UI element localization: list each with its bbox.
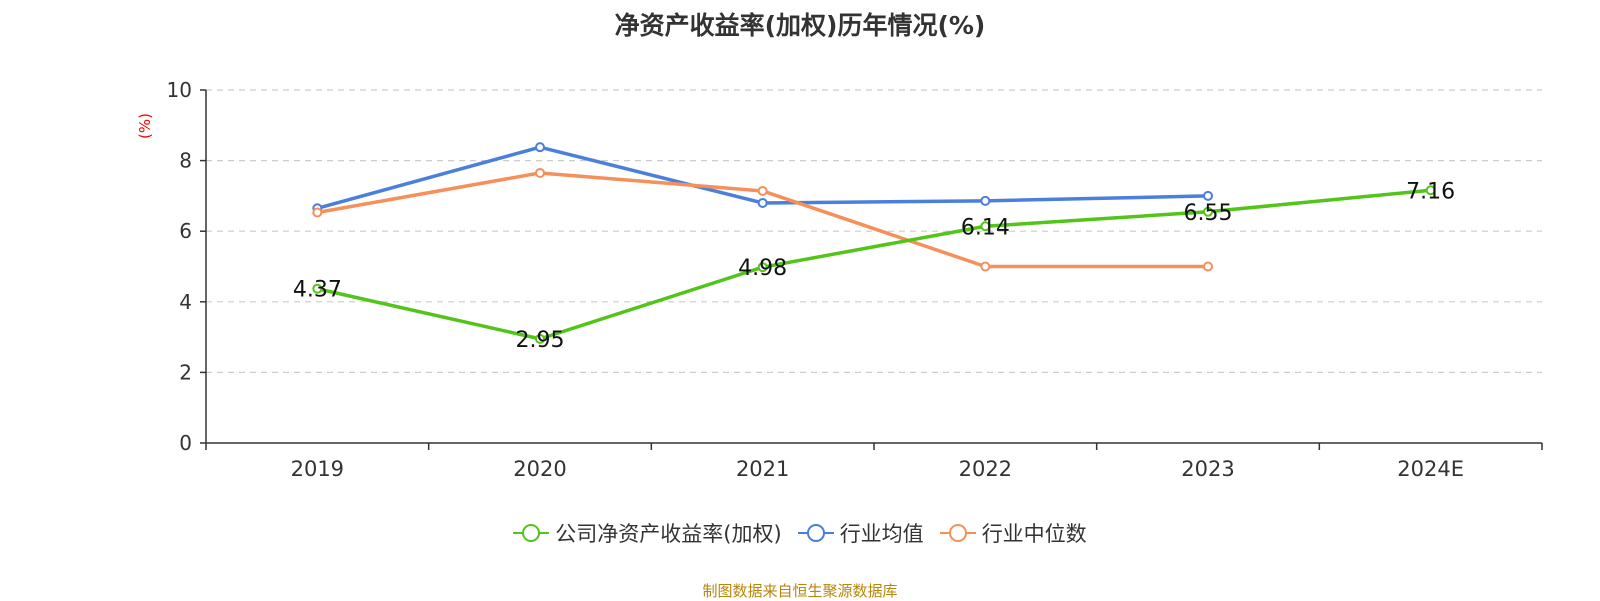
data-point-s2-2020 <box>535 167 545 178</box>
x-tick-label-2022: 2022 <box>959 457 1012 481</box>
data-label-2020: 2.95 <box>516 328 565 353</box>
y-tick-label-0: 0 <box>179 431 192 455</box>
data-point-s0-2020 <box>535 333 545 344</box>
data-source-note: 制图数据来自恒生聚源数据库 <box>702 582 898 600</box>
data-point-s0-2023 <box>1203 206 1213 217</box>
legend-item-company-roe[interactable]: 公司净资产收益率(加权) <box>513 518 782 548</box>
x-tick-label-2019: 2019 <box>291 457 344 481</box>
legend-label-industry-median: 行业中位数 <box>981 522 1087 546</box>
data-point-s1-2020 <box>535 142 545 153</box>
data-point-s0-2021 <box>757 262 768 273</box>
data-point-s1-2022 <box>980 195 991 206</box>
x-tick-label-2021: 2021 <box>736 457 789 481</box>
y-tick-label-2: 2 <box>179 360 192 384</box>
legend-marker-company-roe <box>513 524 550 542</box>
y-tick-label-6: 6 <box>179 219 192 243</box>
x-tick-label-2020: 2020 <box>513 457 566 481</box>
series-line-0 <box>316 188 1431 341</box>
legend: 公司净资产收益率(加权) 行业均值 行业中位数 <box>0 518 1600 548</box>
x-tick-label-2024E: 2024E <box>1397 457 1464 481</box>
x-tick-label-2023: 2023 <box>1181 457 1234 481</box>
legend-marker-industry-median <box>939 524 976 542</box>
data-label-2024E: 7.16 <box>1406 179 1455 204</box>
data-point-s2-2019 <box>312 207 323 218</box>
legend-item-industry-mean[interactable]: 行业均值 <box>797 518 924 548</box>
data-label-2022: 6.14 <box>961 215 1010 240</box>
data-point-s2-2021 <box>757 185 768 196</box>
data-point-s0-2024E <box>1425 185 1436 196</box>
chart-title: 净资产收益率(加权)历年情况(%) <box>614 11 986 40</box>
data-label-2021: 4.98 <box>738 256 787 281</box>
legend-marker-industry-mean <box>797 524 834 542</box>
data-point-s2-2023 <box>1203 261 1213 272</box>
y-axis-label: (%) <box>136 113 154 139</box>
y-tick-label-4: 4 <box>179 290 192 314</box>
y-tick-label-8: 8 <box>179 149 192 173</box>
data-point-s0-2019 <box>312 283 323 294</box>
data-point-s0-2022 <box>980 221 991 232</box>
data-point-s1-2021 <box>757 197 768 208</box>
legend-item-industry-median[interactable]: 行业中位数 <box>939 518 1087 548</box>
data-label-2023: 6.55 <box>1184 201 1233 226</box>
data-point-s1-2023 <box>1203 190 1213 201</box>
legend-label-company-roe: 公司净资产收益率(加权) <box>555 522 782 546</box>
y-tick-label-10: 10 <box>167 78 192 102</box>
legend-label-industry-mean: 行业均值 <box>839 522 924 546</box>
data-label-2019: 4.37 <box>293 278 342 303</box>
data-point-s2-2022 <box>980 261 991 272</box>
